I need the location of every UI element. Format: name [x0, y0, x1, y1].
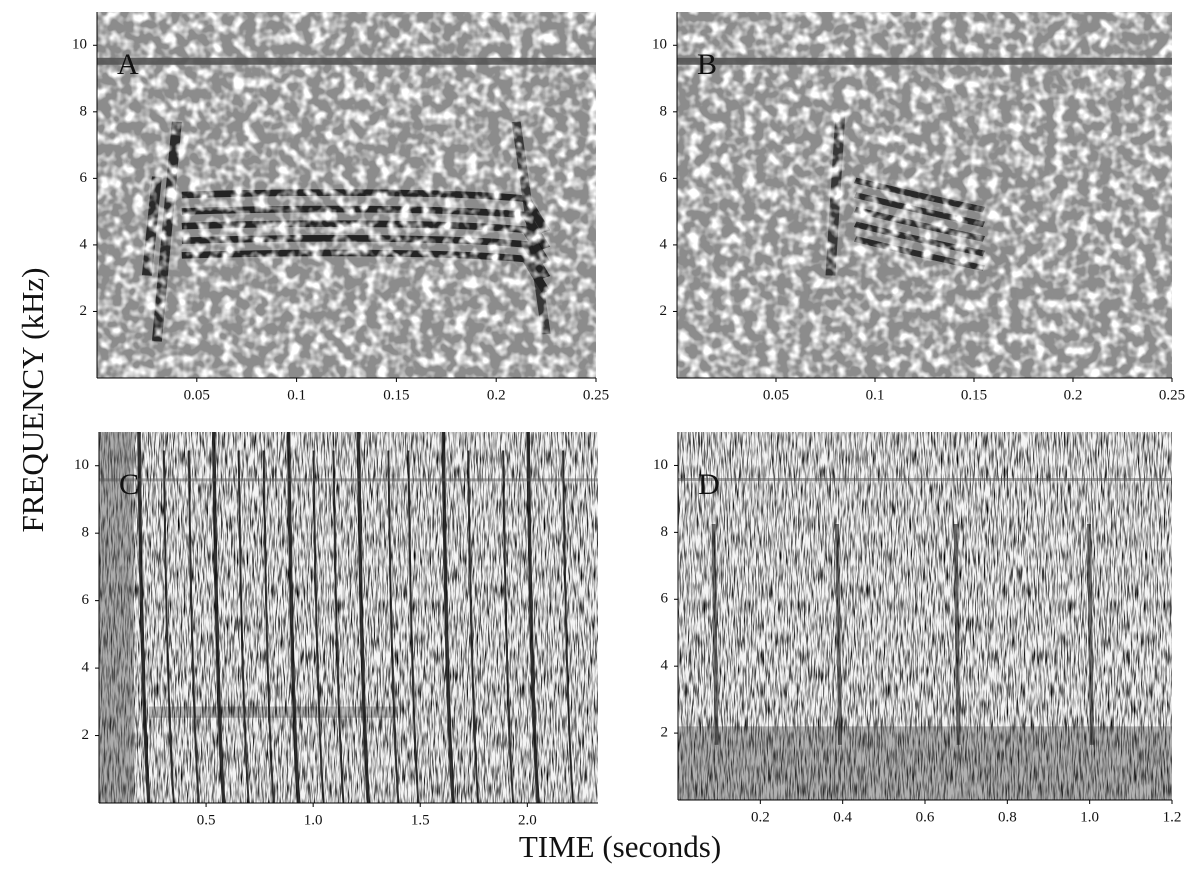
click-stroke [467, 450, 480, 803]
spectrogram [677, 12, 1172, 378]
x-tick-label: 1.5 [411, 812, 430, 828]
click-stroke [562, 450, 575, 803]
noise-strip [99, 432, 134, 803]
y-tick-label: 4 [82, 660, 90, 676]
panel: 2 4 6 8 10 0.05 0.1 0.15 0.2 0.25 A [72, 12, 609, 403]
call-blob [1070, 604, 1116, 664]
x-tick-label: 0.8 [998, 809, 1017, 825]
y-tick-label: 2 [660, 303, 668, 319]
y-axis-title: FREQUENCY (kHz) [15, 268, 50, 533]
panel-letter: B [697, 48, 717, 81]
interference-line [97, 57, 596, 65]
x-tick-label: 1.0 [1080, 809, 1099, 825]
call-stroke [711, 523, 719, 745]
call-stroke [953, 523, 961, 745]
y-tick-label: 10 [74, 457, 89, 473]
click-stroke [137, 432, 151, 803]
sonogram-shapes [99, 432, 598, 803]
click-stroke [356, 432, 371, 803]
x-tick-label: 0.15 [961, 387, 987, 403]
call-blob [818, 604, 864, 664]
energy-band [373, 676, 598, 703]
panel-letter: C [119, 468, 139, 501]
spectrogram [97, 12, 596, 378]
x-tick-label: 2.0 [518, 812, 537, 828]
x-tick-label: 1.0 [304, 812, 323, 828]
y-tick-label: 6 [660, 170, 668, 186]
x-tick-label: 0.2 [751, 809, 770, 825]
y-tick-label: 10 [653, 457, 668, 473]
panel: 2 4 6 8 10 0.2 0.4 0.6 0.8 1.0 1.2 D [653, 432, 1181, 825]
x-tick-label: 0.25 [583, 387, 609, 403]
x-tick-label: 1.2 [1163, 809, 1182, 825]
click-stroke [441, 432, 456, 803]
interference-line [678, 478, 1172, 481]
click-stroke [407, 450, 420, 803]
energy-band [148, 706, 399, 718]
y-tick-label: 4 [661, 658, 669, 674]
call-blob [937, 604, 982, 664]
click-stroke [212, 432, 226, 803]
spectrogram-speckle [677, 12, 1172, 378]
x-tick-label: 0.2 [1064, 387, 1083, 403]
y-tick-label: 6 [661, 591, 669, 607]
spectrogram-speckle [97, 12, 596, 378]
y-tick-label: 6 [82, 592, 90, 608]
noise-floor [678, 726, 1172, 800]
click-stroke [262, 450, 275, 803]
y-tick-label: 8 [80, 103, 88, 119]
y-tick-label: 2 [661, 725, 669, 741]
panel: 2 4 6 8 10 0.5 1.0 1.5 2.0 C [74, 432, 598, 828]
spectrogram [678, 432, 1172, 800]
call-stroke [835, 523, 843, 745]
y-tick-label: 2 [80, 303, 88, 319]
y-tick-label: 8 [82, 525, 90, 541]
x-tick-label: 0.6 [916, 809, 935, 825]
click-stroke [237, 450, 250, 803]
spectrogram [99, 432, 598, 803]
y-tick-label: 10 [652, 37, 667, 53]
interference-line [677, 57, 1172, 65]
click-stroke [332, 450, 345, 803]
y-tick-label: 2 [82, 727, 90, 743]
x-tick-label: 0.1 [287, 387, 306, 403]
click-stroke [387, 450, 400, 803]
x-tick-label: 0.15 [383, 387, 409, 403]
spectrogram-texture [99, 432, 598, 803]
y-tick-label: 4 [80, 236, 88, 252]
panel-letter: D [698, 468, 720, 501]
click-stroke [162, 450, 175, 803]
click-stroke [187, 450, 200, 803]
call-blob [695, 604, 740, 664]
click-stroke [526, 432, 540, 803]
x-tick-label: 0.05 [184, 387, 210, 403]
x-tick-label: 0.25 [1159, 387, 1185, 403]
sonogram-shapes [678, 523, 1172, 800]
y-tick-label: 4 [660, 236, 668, 252]
x-tick-label: 0.5 [197, 812, 216, 828]
x-tick-label: 0.1 [866, 387, 885, 403]
y-tick-label: 8 [661, 524, 669, 540]
y-tick-label: 6 [80, 170, 88, 186]
x-tick-label: 0.05 [763, 387, 789, 403]
panel-letter: A [117, 48, 139, 81]
click-stroke [286, 432, 301, 803]
x-tick-label: 0.4 [833, 809, 852, 825]
y-tick-label: 8 [660, 103, 668, 119]
panel: 2 4 6 8 10 0.05 0.1 0.15 0.2 0.25 B [652, 12, 1185, 403]
click-stroke [502, 450, 515, 803]
x-axis-title: TIME (seconds) [519, 829, 721, 864]
interference-line [99, 478, 598, 482]
call-stroke [1087, 523, 1094, 745]
x-tick-label: 0.2 [487, 387, 506, 403]
click-stroke [312, 450, 325, 803]
y-tick-label: 10 [72, 37, 87, 53]
